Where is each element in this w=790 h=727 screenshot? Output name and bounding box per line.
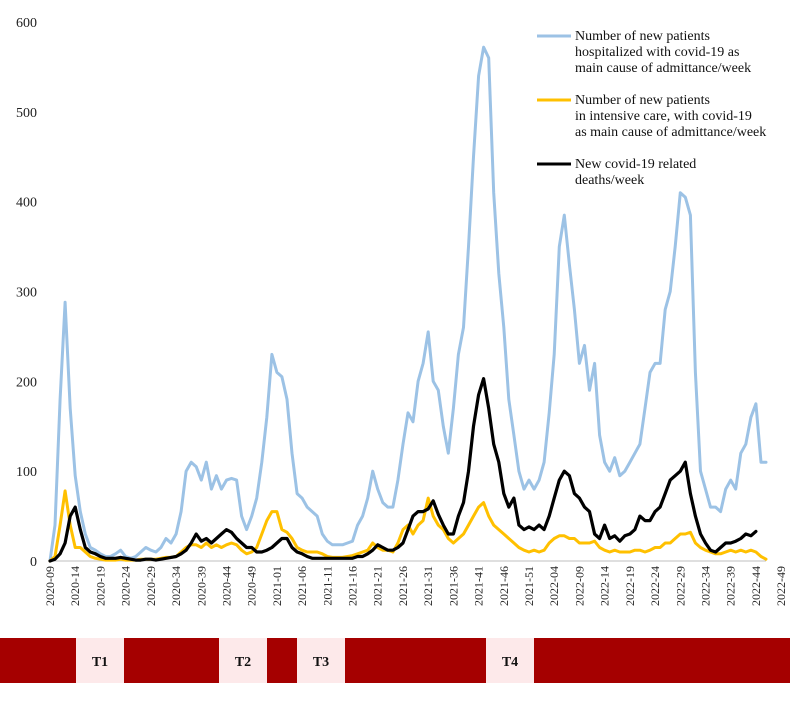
x-tick-label: 2020-39 (194, 566, 208, 606)
x-tick-label: 2021-46 (497, 566, 511, 606)
x-tick-label: 2022-09 (572, 566, 586, 606)
period-box-t2 (219, 638, 267, 683)
period-label-t3: T3 (313, 655, 329, 670)
x-tick-label: 2021-26 (396, 566, 410, 606)
y-tick-label: 500 (16, 106, 37, 121)
x-tick-label: 2021-16 (346, 566, 360, 606)
legend-label-1: Number of new patients hospitalized with … (575, 29, 751, 76)
x-tick-label: 2022-19 (623, 566, 637, 606)
y-axis: 0 100 200 300 400 500 600 (16, 16, 766, 570)
series-line-1 (48, 45, 768, 563)
x-tick-label: 2021-31 (421, 566, 435, 606)
x-tick-label: 2020-19 (93, 566, 107, 606)
y-tick-label: 300 (16, 286, 37, 301)
period-bar: T1 T2 T3 T4 (0, 638, 790, 683)
period-label-t2: T2 (235, 655, 251, 670)
x-tick-label: 2021-21 (371, 566, 385, 606)
period-box-t1 (76, 638, 124, 683)
x-tick-label: 2021-41 (472, 566, 486, 606)
x-tick-label: 2020-44 (219, 566, 233, 606)
x-tick-label: 2020-34 (169, 566, 183, 606)
legend-label-3: New covid-19 related deaths/week (575, 157, 696, 188)
y-tick-label: 400 (16, 196, 37, 211)
x-tick-label: 2020-29 (144, 566, 158, 606)
y-tick-label: 200 (16, 375, 37, 390)
period-bar-background (0, 638, 790, 683)
x-tick-label: 2021-36 (446, 566, 460, 606)
x-tick-label: 2020-14 (68, 566, 82, 606)
x-tick-label: 2022-39 (724, 566, 738, 606)
x-axis: 2020-09 2020-14 2020-19 2020-24 2020-29 2020-… (43, 566, 788, 606)
x-tick-label: 2021-01 (270, 566, 284, 606)
y-tick-label: 100 (16, 465, 37, 480)
x-tick-label: 2022-24 (648, 566, 662, 606)
x-tick-label: 2022-34 (698, 566, 712, 606)
period-box-t4 (486, 638, 534, 683)
x-tick-label: 2022-49 (774, 566, 788, 606)
x-tick-label: 2020-09 (43, 566, 57, 606)
x-tick-label: 2021-51 (522, 566, 536, 606)
x-tick-label: 2021-11 (320, 566, 334, 606)
x-tick-label: 2022-04 (547, 566, 561, 606)
x-tick-label: 2020-24 (119, 566, 133, 606)
x-tick-label: 2022-14 (598, 566, 612, 606)
x-tick-label: 2020-49 (245, 566, 259, 606)
period-label-t4: T4 (502, 655, 518, 670)
y-tick-label: 0 (30, 555, 37, 570)
period-box-t3 (297, 638, 345, 683)
x-tick-label: 2022-44 (749, 566, 763, 606)
x-tick-label: 2021-06 (295, 566, 309, 606)
period-label-t1: T1 (92, 655, 108, 670)
legend-label-2: Number of new patients in intensive care… (575, 93, 766, 140)
x-tick-label: 2022-29 (673, 566, 687, 606)
legend: Number of new patients hospitalized with … (537, 29, 766, 188)
series-lines (48, 45, 768, 563)
series-line-3 (48, 377, 758, 563)
y-tick-label: 600 (16, 16, 37, 31)
